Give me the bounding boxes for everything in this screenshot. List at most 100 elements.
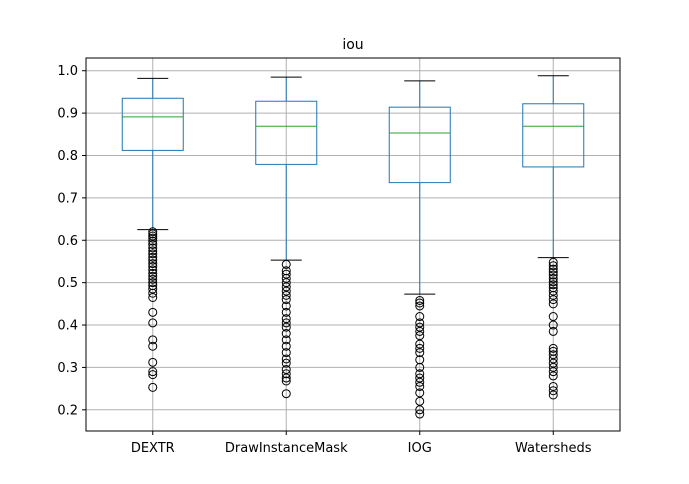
outlier-point xyxy=(281,335,291,345)
x-tick-label: DEXTR xyxy=(131,441,175,456)
outlier-point xyxy=(148,382,158,392)
outlier-point xyxy=(148,268,158,278)
outlier-point xyxy=(148,341,158,351)
outlier-point xyxy=(548,270,558,280)
outlier-point xyxy=(148,252,158,262)
outlier-point xyxy=(548,295,558,305)
outlier-point xyxy=(281,341,291,351)
outlier-point xyxy=(148,255,158,265)
outlier-point xyxy=(281,318,291,328)
outlier-point xyxy=(281,329,291,339)
outlier-point xyxy=(548,277,558,287)
outlier-point xyxy=(281,307,291,317)
outlier-point xyxy=(548,343,558,353)
y-tick-label: 0.8 xyxy=(57,149,78,164)
outlier-point xyxy=(415,348,425,358)
outlier-point xyxy=(148,335,158,345)
outlier-point xyxy=(148,240,158,249)
y-tick-label: 1.0 xyxy=(57,64,78,79)
outlier-point xyxy=(281,348,291,358)
iqr-box xyxy=(121,97,184,151)
outlier-point xyxy=(281,358,291,368)
chart-title: iou xyxy=(342,37,363,53)
y-tick-label: 0.4 xyxy=(57,319,78,334)
outlier-point xyxy=(548,390,558,400)
outlier-point xyxy=(548,267,558,277)
outlier-point xyxy=(548,273,558,283)
y-tick-label: 0.6 xyxy=(57,234,78,249)
outlier-point xyxy=(148,227,158,237)
outlier-point xyxy=(281,373,291,383)
outlier-point xyxy=(148,292,158,302)
y-tick-label: 0.7 xyxy=(57,191,78,206)
outlier-point xyxy=(148,370,158,380)
outlier-point xyxy=(148,236,158,246)
outlier-point xyxy=(148,262,158,272)
outlier-point xyxy=(415,298,425,308)
axes-frame xyxy=(85,57,621,432)
iqr-box xyxy=(255,100,318,165)
outlier-point xyxy=(281,354,291,364)
outlier-point xyxy=(548,280,558,290)
x-tick-label: DrawInstanceMask xyxy=(225,441,348,456)
outlier-point xyxy=(548,257,558,267)
outlier-point xyxy=(548,261,558,271)
outlier-point xyxy=(415,409,425,419)
outlier-point xyxy=(281,301,291,311)
outlier-point xyxy=(415,301,425,311)
outlier-point xyxy=(415,362,425,372)
outlier-point xyxy=(281,295,291,305)
outlier-point xyxy=(548,371,558,381)
outlier-point xyxy=(548,326,558,336)
box-group xyxy=(388,80,451,419)
outlier-point xyxy=(281,369,291,379)
y-tick-label: 0.9 xyxy=(57,107,78,122)
iqr-box xyxy=(388,106,451,184)
outlier-point xyxy=(548,367,558,377)
y-tick-label: 0.5 xyxy=(57,276,78,291)
outlier-point xyxy=(415,381,425,391)
outlier-point xyxy=(415,405,425,415)
outlier-point xyxy=(281,259,291,269)
outlier-point xyxy=(148,265,158,275)
iqr-box xyxy=(522,103,585,168)
outlier-point xyxy=(148,249,158,259)
outlier-point xyxy=(148,367,158,377)
outlier-point xyxy=(148,318,158,328)
outlier-point xyxy=(415,326,425,336)
outlier-point xyxy=(148,278,158,288)
outlier-point xyxy=(415,377,425,387)
outlier-point xyxy=(415,295,425,305)
outlier-point xyxy=(415,312,425,322)
outlier-point xyxy=(148,243,158,253)
outlier-point xyxy=(548,264,558,274)
outlier-point xyxy=(148,271,158,281)
outlier-point xyxy=(281,322,291,332)
x-tick-label: IOG xyxy=(408,441,432,456)
outlier-point xyxy=(548,386,558,396)
outlier-point xyxy=(548,320,558,330)
outlier-point xyxy=(148,274,158,284)
box-group xyxy=(522,75,585,400)
box-group xyxy=(121,77,184,392)
outlier-point xyxy=(148,233,158,243)
outlier-point xyxy=(148,246,158,256)
outlier-point xyxy=(281,290,291,300)
outlier-point xyxy=(281,376,291,386)
outlier-point xyxy=(148,307,158,317)
outlier-point xyxy=(148,229,158,239)
y-tick-label: 0.3 xyxy=(57,361,78,376)
box-group xyxy=(255,76,318,399)
y-tick-label: 0.2 xyxy=(57,403,78,418)
outlier-point xyxy=(415,343,425,353)
outlier-point xyxy=(281,389,291,399)
outlier-point xyxy=(148,259,158,269)
outlier-point xyxy=(548,299,558,309)
tick-layer: 0.2 0.3 0.4 0.5 0.6 0.7 0.8 0.9 1.0 DEXTR DrawInst… xyxy=(57,64,591,456)
outlier-point xyxy=(148,288,158,298)
box-layer xyxy=(121,75,585,419)
x-tick-label: Watersheds xyxy=(515,441,592,456)
outlier-point xyxy=(148,357,158,367)
